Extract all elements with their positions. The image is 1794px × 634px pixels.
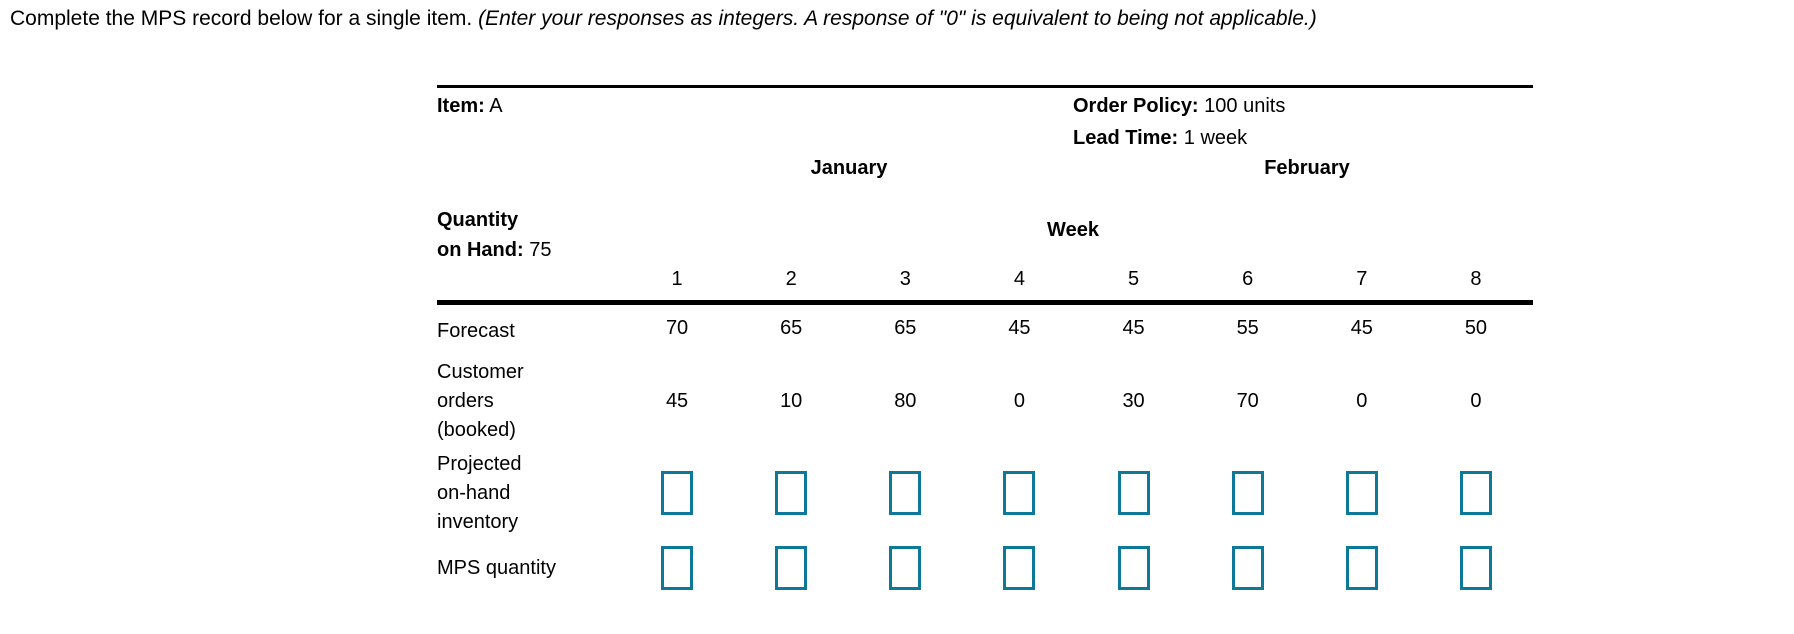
week-number-2: 2 <box>785 268 797 290</box>
instruction-text: Complete the MPS record below for a sing… <box>10 6 1317 32</box>
mps-quantity-input-week-3[interactable] <box>889 546 922 590</box>
forecast-value-week-7: 45 <box>1350 317 1373 339</box>
customer-orders-value-week-2: 10 <box>780 389 803 412</box>
customer-orders-value-week-7: 0 <box>1356 389 1368 412</box>
mps-record-table: Item: A Order Policy: 100 units Lead Tim… <box>437 85 1533 599</box>
forecast-value-week-5: 45 <box>1122 317 1145 339</box>
item-label: Item: <box>437 95 485 117</box>
projected-on-hand-input-week-3[interactable] <box>889 471 922 515</box>
mps-quantity-input-week-6[interactable] <box>1231 546 1264 590</box>
customer-orders-row-label: Customer orders (booked) <box>437 358 620 445</box>
customer-orders-value-week-3: 80 <box>894 389 917 412</box>
week-number-6: 6 <box>1242 268 1254 290</box>
forecast-value-week-8: 50 <box>1464 317 1488 339</box>
lead-time-value: 1 week <box>1183 127 1248 149</box>
week-number-5: 5 <box>1128 268 1140 290</box>
projected-on-hand-input-week-2[interactable] <box>775 471 808 515</box>
customer-orders-value-week-5: 30 <box>1122 389 1145 412</box>
quantity-on-hand-field: Quantity on Hand: 75 <box>437 205 551 265</box>
customer-orders-label-line2: orders <box>437 389 494 412</box>
month-january: January <box>810 157 888 179</box>
customer-orders-value-week-8: 0 <box>1470 389 1482 412</box>
mps-quantity-input-week-4[interactable] <box>1003 546 1036 590</box>
projected-on-hand-input-week-4[interactable] <box>1003 471 1036 515</box>
mps-quantity-input-week-5[interactable] <box>1117 546 1150 590</box>
forecast-value-week-2: 65 <box>780 317 803 339</box>
week-number-8: 8 <box>1470 268 1482 290</box>
instruction-note: (Enter your responses as integers. A res… <box>478 7 1317 30</box>
week-number-4: 4 <box>1013 268 1025 290</box>
mps-quantity-row-label: MPS quantity <box>437 556 556 579</box>
projected-on-hand-label-line1: Projected <box>437 452 522 475</box>
customer-orders-label-line3: (booked) <box>437 418 516 441</box>
customer-orders-label-line1: Customer <box>437 360 524 383</box>
projected-on-hand-input-week-1[interactable] <box>661 471 694 515</box>
mps-quantity-input-week-7[interactable] <box>1345 546 1378 590</box>
quantity-on-hand-value: 75 <box>529 239 552 261</box>
table-header: Item: A Order Policy: 100 units Lead Tim… <box>437 88 1533 305</box>
instruction-main: Complete the MPS record below for a sing… <box>10 7 473 30</box>
customer-orders-row: Customer orders (booked) 45 10 80 0 30 7… <box>437 353 1533 449</box>
customer-orders-value-week-6: 70 <box>1236 389 1259 412</box>
order-policy-field: Order Policy: 100 units <box>1073 95 1285 118</box>
mps-quantity-input-week-8[interactable] <box>1459 546 1492 590</box>
projected-on-hand-input-week-7[interactable] <box>1345 471 1378 515</box>
month-february: February <box>1264 157 1350 179</box>
mps-quantity-input-week-2[interactable] <box>775 546 808 590</box>
forecast-value-week-3: 65 <box>894 317 917 339</box>
forecast-row-label: Forecast <box>437 320 515 342</box>
week-header: Week <box>1047 219 1099 241</box>
projected-on-hand-row: Projected on-hand inventory <box>437 449 1533 537</box>
projected-on-hand-input-week-5[interactable] <box>1117 471 1150 515</box>
mps-quantity-input-week-1[interactable] <box>661 546 694 590</box>
order-policy-value: 100 units <box>1204 95 1286 117</box>
week-number-row: 1 2 3 4 5 6 7 8 <box>437 267 1533 291</box>
quantity-on-hand-label-line1: Quantity <box>437 209 519 231</box>
item-value: A <box>489 95 503 117</box>
order-policy-label: Order Policy: <box>1073 95 1199 117</box>
forecast-value-week-1: 70 <box>665 317 689 339</box>
quantity-on-hand-label-line2: on Hand: <box>437 239 524 261</box>
forecast-value-week-6: 55 <box>1236 317 1259 339</box>
customer-orders-value-week-1: 45 <box>665 389 689 412</box>
item-field: Item: A <box>437 95 503 118</box>
projected-on-hand-label-line2: on-hand <box>437 481 511 504</box>
week-number-1: 1 <box>671 268 683 290</box>
projected-on-hand-label-line3: inventory <box>437 510 519 533</box>
projected-on-hand-row-label: Projected on-hand inventory <box>437 450 620 537</box>
customer-orders-value-week-4: 0 <box>1013 389 1025 412</box>
mps-quantity-row: MPS quantity <box>437 537 1533 599</box>
lead-time-label: Lead Time: <box>1073 127 1179 149</box>
forecast-value-week-4: 45 <box>1008 317 1031 339</box>
week-number-7: 7 <box>1356 268 1368 290</box>
projected-on-hand-input-week-6[interactable] <box>1231 471 1264 515</box>
projected-on-hand-input-week-8[interactable] <box>1459 471 1492 515</box>
forecast-row: Forecast 70 65 65 45 45 55 45 50 <box>437 305 1533 353</box>
week-number-3: 3 <box>899 268 911 290</box>
lead-time-field: Lead Time: 1 week <box>1073 127 1247 150</box>
